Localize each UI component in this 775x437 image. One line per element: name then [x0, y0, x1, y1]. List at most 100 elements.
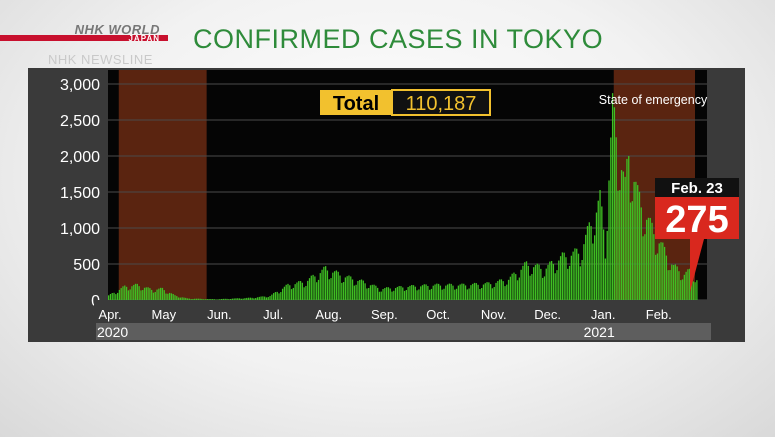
x-tick-label: Jun.: [207, 307, 232, 322]
daily-case-bar: [316, 282, 318, 300]
daily-case-bar: [258, 296, 260, 300]
daily-case-bar: [472, 283, 474, 300]
total-label: Total: [333, 93, 379, 115]
daily-case-bar: [498, 279, 501, 300]
daily-case-bar: [696, 280, 698, 300]
daily-case-bar: [136, 283, 138, 300]
daily-case-bar: [289, 285, 291, 300]
daily-case-bar: [646, 219, 648, 300]
daily-case-bar: [464, 285, 467, 300]
daily-case-bar: [491, 288, 494, 300]
daily-case-bar: [613, 107, 616, 300]
daily-case-bar: [342, 282, 345, 300]
daily-case-bar: [585, 234, 587, 300]
daily-case-bar: [249, 297, 251, 300]
daily-case-bar: [649, 217, 651, 300]
daily-case-bar: [694, 282, 696, 300]
daily-case-bar: [228, 299, 230, 300]
daily-case-bar: [594, 235, 596, 300]
daily-case-bar: [542, 277, 544, 300]
daily-case-bar: [116, 292, 119, 300]
daily-case-bar: [290, 289, 293, 300]
y-tick-label: 2,500: [60, 113, 100, 130]
daily-case-bar: [475, 283, 477, 300]
daily-case-bar: [455, 288, 458, 300]
daily-case-bar: [683, 274, 685, 300]
daily-case-bar: [142, 290, 144, 300]
daily-case-bar: [534, 265, 537, 300]
daily-case-bar: [588, 222, 590, 300]
daily-case-bar: [147, 287, 149, 300]
daily-case-bar: [527, 265, 529, 300]
daily-case-bar: [656, 253, 659, 300]
callout-value: 275: [665, 199, 728, 241]
daily-case-bar: [124, 285, 126, 300]
year-label-2021: 2021: [584, 324, 615, 340]
daily-case-bar: [186, 298, 189, 300]
daily-case-bar: [481, 287, 483, 300]
daily-case-bar: [654, 254, 657, 300]
daily-case-bar: [362, 280, 364, 300]
daily-case-bar: [420, 286, 422, 300]
daily-case-bar: [317, 279, 320, 300]
daily-case-bar: [606, 230, 608, 300]
x-tick-label: Nov.: [481, 307, 507, 322]
daily-case-bar: [629, 202, 632, 300]
daily-case-bar: [685, 271, 687, 300]
daily-case-bar: [579, 266, 581, 300]
daily-case-bar: [658, 243, 660, 300]
daily-case-bar: [522, 265, 524, 300]
daily-case-bar: [308, 278, 311, 300]
daily-case-bar: [454, 289, 456, 300]
daily-case-bar: [246, 297, 248, 300]
daily-case-bar: [414, 286, 416, 300]
daily-case-bar: [680, 280, 682, 300]
daily-case-bar: [665, 255, 668, 300]
daily-case-bar: [470, 285, 472, 300]
daily-case-bar: [292, 287, 295, 300]
daily-case-bar: [303, 287, 305, 300]
daily-case-bar: [518, 277, 520, 300]
daily-case-bar: [265, 297, 268, 300]
daily-case-bar: [642, 236, 644, 300]
daily-case-bar: [681, 279, 684, 300]
daily-case-bar: [391, 291, 393, 300]
daily-case-bar: [479, 288, 481, 300]
daily-case-bar: [533, 267, 535, 300]
daily-case-bar: [274, 292, 277, 300]
daily-case-bar: [251, 297, 253, 300]
daily-case-bar: [269, 296, 271, 300]
daily-case-bar: [398, 286, 400, 300]
nhk-world-logo: NHK WORLD JAPAN: [0, 22, 168, 48]
daily-case-bar: [206, 299, 208, 300]
daily-case-bar: [615, 137, 617, 300]
daily-case-bar: [602, 229, 605, 300]
daily-case-bar: [199, 298, 201, 300]
daily-case-bar: [599, 190, 601, 300]
daily-case-bar: [436, 283, 438, 300]
daily-case-bar: [118, 289, 121, 300]
daily-case-bar: [212, 299, 214, 300]
daily-case-bar: [226, 298, 228, 300]
daily-case-bar: [421, 285, 424, 300]
daily-case-bar: [353, 285, 355, 300]
daily-case-bar: [461, 283, 463, 300]
daily-case-bar: [272, 293, 275, 300]
daily-case-bar: [219, 299, 221, 300]
daily-case-bar: [590, 226, 592, 300]
daily-case-bar: [581, 259, 583, 300]
daily-case-bar: [305, 285, 307, 300]
daily-case-bar: [129, 289, 131, 300]
daily-case-bar: [543, 276, 546, 300]
daily-case-bar: [409, 285, 411, 300]
daily-case-bar: [276, 291, 278, 300]
daily-case-bar: [669, 270, 671, 300]
daily-case-bar: [651, 222, 653, 300]
daily-case-bar: [477, 284, 479, 300]
daily-case-bar: [638, 191, 641, 300]
daily-case-bar: [497, 281, 499, 300]
daily-case-bar: [617, 190, 619, 300]
total-label-box: [320, 90, 392, 115]
daily-case-bar: [170, 293, 173, 300]
